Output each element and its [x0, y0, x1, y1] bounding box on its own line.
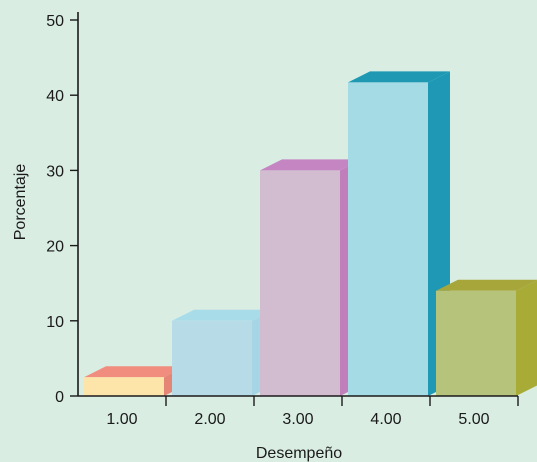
- bar-top-2: [172, 309, 274, 321]
- y-tick-label-20: 20: [46, 239, 64, 256]
- bar-front-5: [436, 290, 516, 396]
- bars-layer: [84, 71, 537, 396]
- bar-side-5: [516, 280, 537, 396]
- x-tick-label-1.00: 1.00: [106, 411, 137, 428]
- bar-front-3: [260, 170, 340, 396]
- bar-front-4: [348, 82, 428, 396]
- y-tick-label-30: 30: [46, 163, 64, 180]
- bar-top-4: [348, 71, 450, 83]
- y-tick-label-10: 10: [46, 314, 64, 331]
- bar-3: [260, 159, 362, 396]
- bar-1: [84, 366, 186, 396]
- bar-2: [172, 309, 274, 396]
- y-axis-label: Porcentaje: [12, 164, 29, 241]
- bar-4: [348, 71, 450, 396]
- bar-front-2: [172, 320, 252, 396]
- x-tick-label-5.00: 5.00: [458, 411, 489, 428]
- bar-5: [436, 279, 537, 396]
- x-tick-label-3.00: 3.00: [282, 411, 313, 428]
- x-tick-label-4.00: 4.00: [370, 411, 401, 428]
- bar-top-5: [436, 279, 537, 291]
- y-tick-label-40: 40: [46, 88, 64, 105]
- y-tick-label-50: 50: [46, 13, 64, 30]
- x-axis-label: Desempeño: [256, 445, 342, 462]
- bar-top-1: [84, 366, 186, 378]
- axes-layer: 0 10 20 30 40 50 1.00 2.00 3.00 4.00 5.00: [46, 12, 519, 428]
- bar-top-3: [260, 159, 362, 171]
- labels-layer: Desempeño Porcentaje: [12, 164, 342, 462]
- y-tick-label-0: 0: [55, 389, 64, 406]
- x-tick-label-2.00: 2.00: [194, 411, 225, 428]
- bar-front-1: [84, 377, 164, 396]
